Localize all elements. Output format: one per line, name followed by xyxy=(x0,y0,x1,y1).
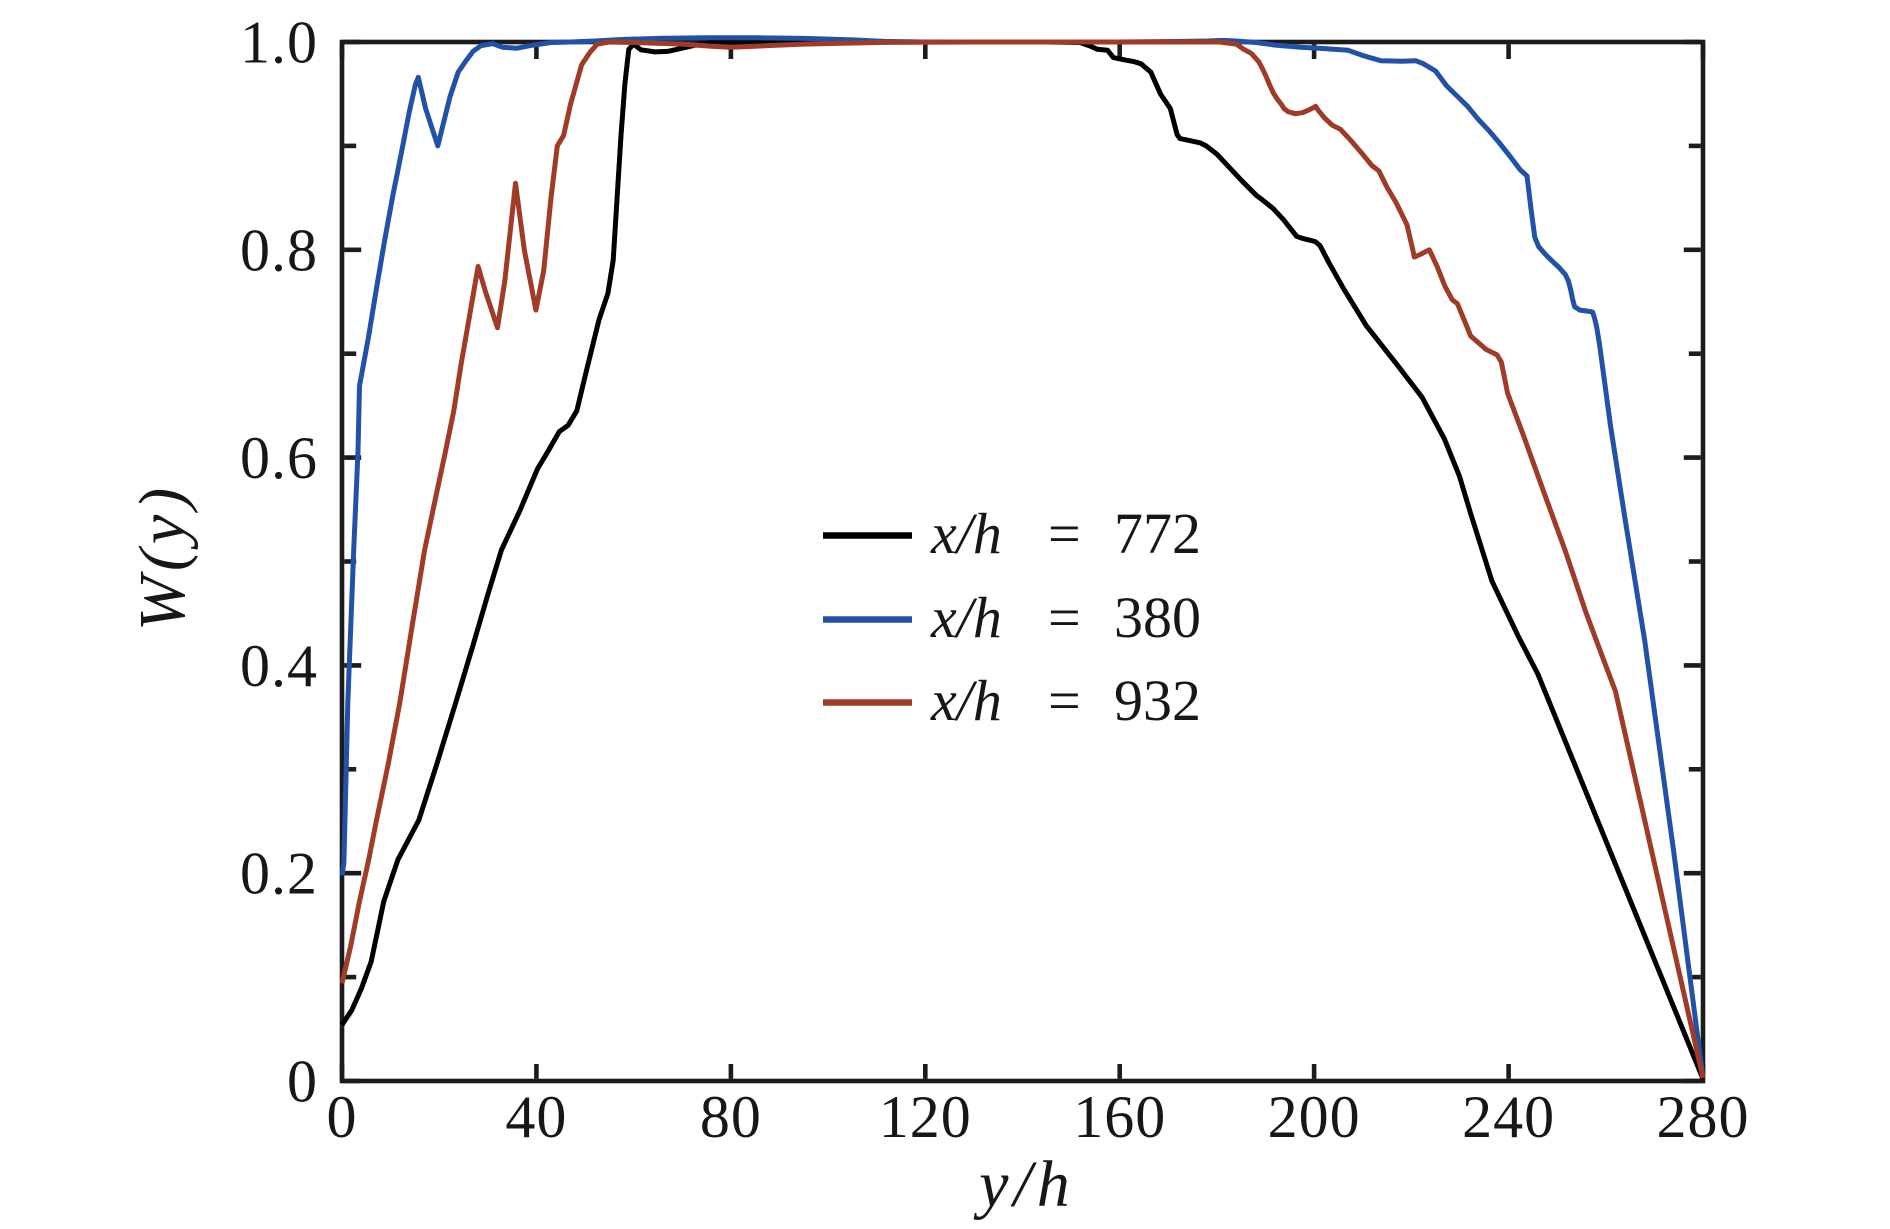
svg-text:240: 240 xyxy=(1462,1084,1555,1150)
svg-text:160: 160 xyxy=(1073,1084,1166,1150)
svg-text:0.6: 0.6 xyxy=(240,425,318,491)
svg-text:x/h=932: x/h = 932 xyxy=(930,668,1201,733)
svg-text:0: 0 xyxy=(327,1084,358,1150)
svg-text:y/h: y/h xyxy=(973,1148,1075,1221)
svg-text:40: 40 xyxy=(505,1084,567,1150)
svg-text:0.8: 0.8 xyxy=(240,217,318,283)
svg-text:0.4: 0.4 xyxy=(240,633,318,699)
svg-text:W(y): W(y) xyxy=(126,483,199,631)
svg-text:0: 0 xyxy=(287,1049,318,1115)
svg-text:280: 280 xyxy=(1657,1084,1750,1150)
svg-text:1.0: 1.0 xyxy=(240,10,318,76)
svg-text:80: 80 xyxy=(700,1084,762,1150)
svg-text:200: 200 xyxy=(1268,1084,1361,1150)
svg-text:120: 120 xyxy=(879,1084,972,1150)
svg-text:x/h=772: x/h = 772 xyxy=(930,501,1201,566)
svg-text:0.2: 0.2 xyxy=(240,841,318,907)
svg-text:x/h=380: x/h = 380 xyxy=(930,585,1201,650)
